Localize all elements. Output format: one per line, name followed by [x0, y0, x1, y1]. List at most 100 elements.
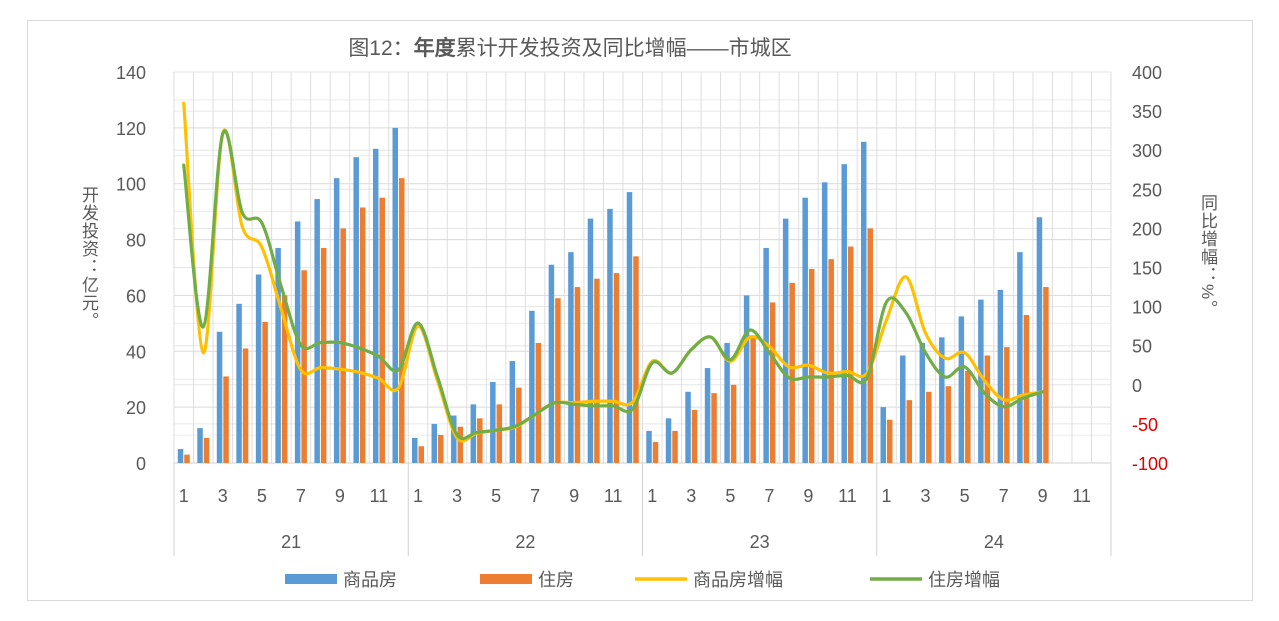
- legend-swatch-0: [285, 574, 337, 584]
- bar-residential: [1023, 314, 1030, 463]
- y-tick-label: 80: [126, 231, 146, 251]
- x-tick-label: 3: [218, 486, 228, 506]
- x-tick-label: 11: [838, 486, 857, 506]
- x-tick-label: 1: [882, 486, 892, 506]
- bar-commercial: [939, 337, 945, 463]
- y2-tick-label: 100: [1132, 298, 1162, 318]
- bar-residential: [438, 435, 444, 463]
- y2-tick-label: 50: [1132, 337, 1152, 357]
- bar-residential: [847, 246, 854, 463]
- bar-commercial: [451, 415, 457, 463]
- bar-residential: [906, 400, 913, 463]
- bar-commercial: [197, 428, 203, 463]
- y2-tick-label: -50: [1132, 415, 1158, 435]
- bar-commercial: [333, 178, 340, 463]
- bar-commercial: [490, 382, 496, 463]
- bar-residential: [828, 259, 834, 463]
- bar-commercial: [958, 316, 965, 463]
- bar-commercial: [255, 274, 262, 463]
- bar-commercial: [275, 247, 281, 463]
- bar-commercial: [724, 342, 730, 463]
- bar-residential: [301, 270, 307, 463]
- bar-residential: [672, 430, 678, 463]
- y-tick-label: 120: [116, 119, 146, 139]
- bar-commercial: [216, 331, 223, 463]
- bar-commercial: [431, 423, 438, 463]
- bar-commercial: [529, 310, 535, 463]
- bar-residential: [691, 409, 698, 463]
- x-tick-label: 11: [604, 486, 623, 506]
- bar-commercial: [860, 141, 867, 464]
- x-tick-label: 3: [921, 486, 931, 506]
- bar-residential: [496, 404, 503, 463]
- year-label: 23: [750, 532, 770, 552]
- bar-residential: [477, 418, 483, 463]
- line-commercial-growth: [182, 101, 1045, 443]
- bar-residential: [789, 282, 795, 463]
- year-label: 21: [281, 532, 301, 552]
- bar-commercial: [1017, 252, 1023, 463]
- y2-tick-label: 300: [1132, 141, 1162, 161]
- title-prefix: 图12：: [348, 37, 414, 60]
- bar-residential: [379, 197, 385, 463]
- x-tick-label: 5: [725, 486, 735, 506]
- bar-commercial: [782, 218, 789, 463]
- bar-residential: [769, 302, 776, 463]
- legend-label: 住房增幅: [928, 570, 1000, 590]
- bar-commercial: [177, 449, 184, 463]
- bar-commercial: [763, 247, 769, 463]
- y2-tick-label: 200: [1132, 219, 1162, 239]
- bar-residential: [613, 273, 620, 463]
- bar-residential: [320, 247, 327, 463]
- bar-residential: [398, 178, 405, 463]
- legend-label: 住房: [538, 570, 574, 590]
- bar-commercial: [821, 182, 828, 463]
- title-bold: 年度: [413, 37, 456, 60]
- bar-residential: [457, 426, 464, 463]
- line-residential-growth: [182, 129, 1045, 441]
- x-tick-label: 9: [335, 486, 345, 506]
- bar-residential: [945, 386, 952, 463]
- bar-commercial: [802, 197, 808, 463]
- bar-commercial: [880, 407, 887, 463]
- bar-residential: [340, 228, 346, 463]
- bar-commercial: [919, 342, 926, 463]
- y2-tick-label: 0: [1132, 376, 1142, 396]
- bar-residential: [867, 228, 873, 463]
- year-label: 24: [984, 532, 1004, 552]
- y2-tick-label: -100: [1132, 454, 1168, 474]
- bar-residential: [418, 446, 425, 463]
- x-tick-label: 5: [491, 486, 501, 506]
- y2-tick-label: 350: [1132, 102, 1162, 122]
- bar-commercial: [412, 437, 418, 463]
- x-tick-label: 9: [1038, 486, 1048, 506]
- bar-residential: [926, 391, 932, 463]
- bar-commercial: [685, 391, 691, 463]
- legend-label: 商品房增幅: [693, 570, 783, 590]
- x-tick-label: 7: [999, 486, 1009, 506]
- y2-tick-label: 400: [1132, 63, 1162, 83]
- x-tick-label: 1: [413, 486, 423, 506]
- bar-residential: [262, 321, 268, 463]
- bar-residential: [965, 370, 971, 463]
- bar-commercial: [236, 303, 242, 463]
- y-tick-label: 40: [126, 342, 146, 362]
- bar-commercial: [900, 355, 906, 463]
- bar-commercial: [997, 289, 1004, 463]
- x-tick-label: 7: [530, 486, 540, 506]
- bar-commercial: [314, 199, 320, 463]
- bar-commercial: [392, 127, 398, 463]
- x-tick-label: 3: [452, 486, 462, 506]
- y2-tick-label: 250: [1132, 180, 1162, 200]
- bar-commercial: [646, 430, 652, 463]
- x-tick-label: 11: [1072, 486, 1091, 506]
- bar-commercial: [548, 264, 555, 463]
- bar-residential: [730, 384, 737, 463]
- chart-frame: [27, 20, 1253, 601]
- bar-residential: [652, 442, 659, 463]
- x-tick-label: 7: [764, 486, 774, 506]
- bar-commercial: [978, 299, 984, 463]
- bar-residential: [633, 256, 639, 463]
- chart-title: 图12：年度累计开发投资及同比增幅——市城区: [0, 32, 1140, 62]
